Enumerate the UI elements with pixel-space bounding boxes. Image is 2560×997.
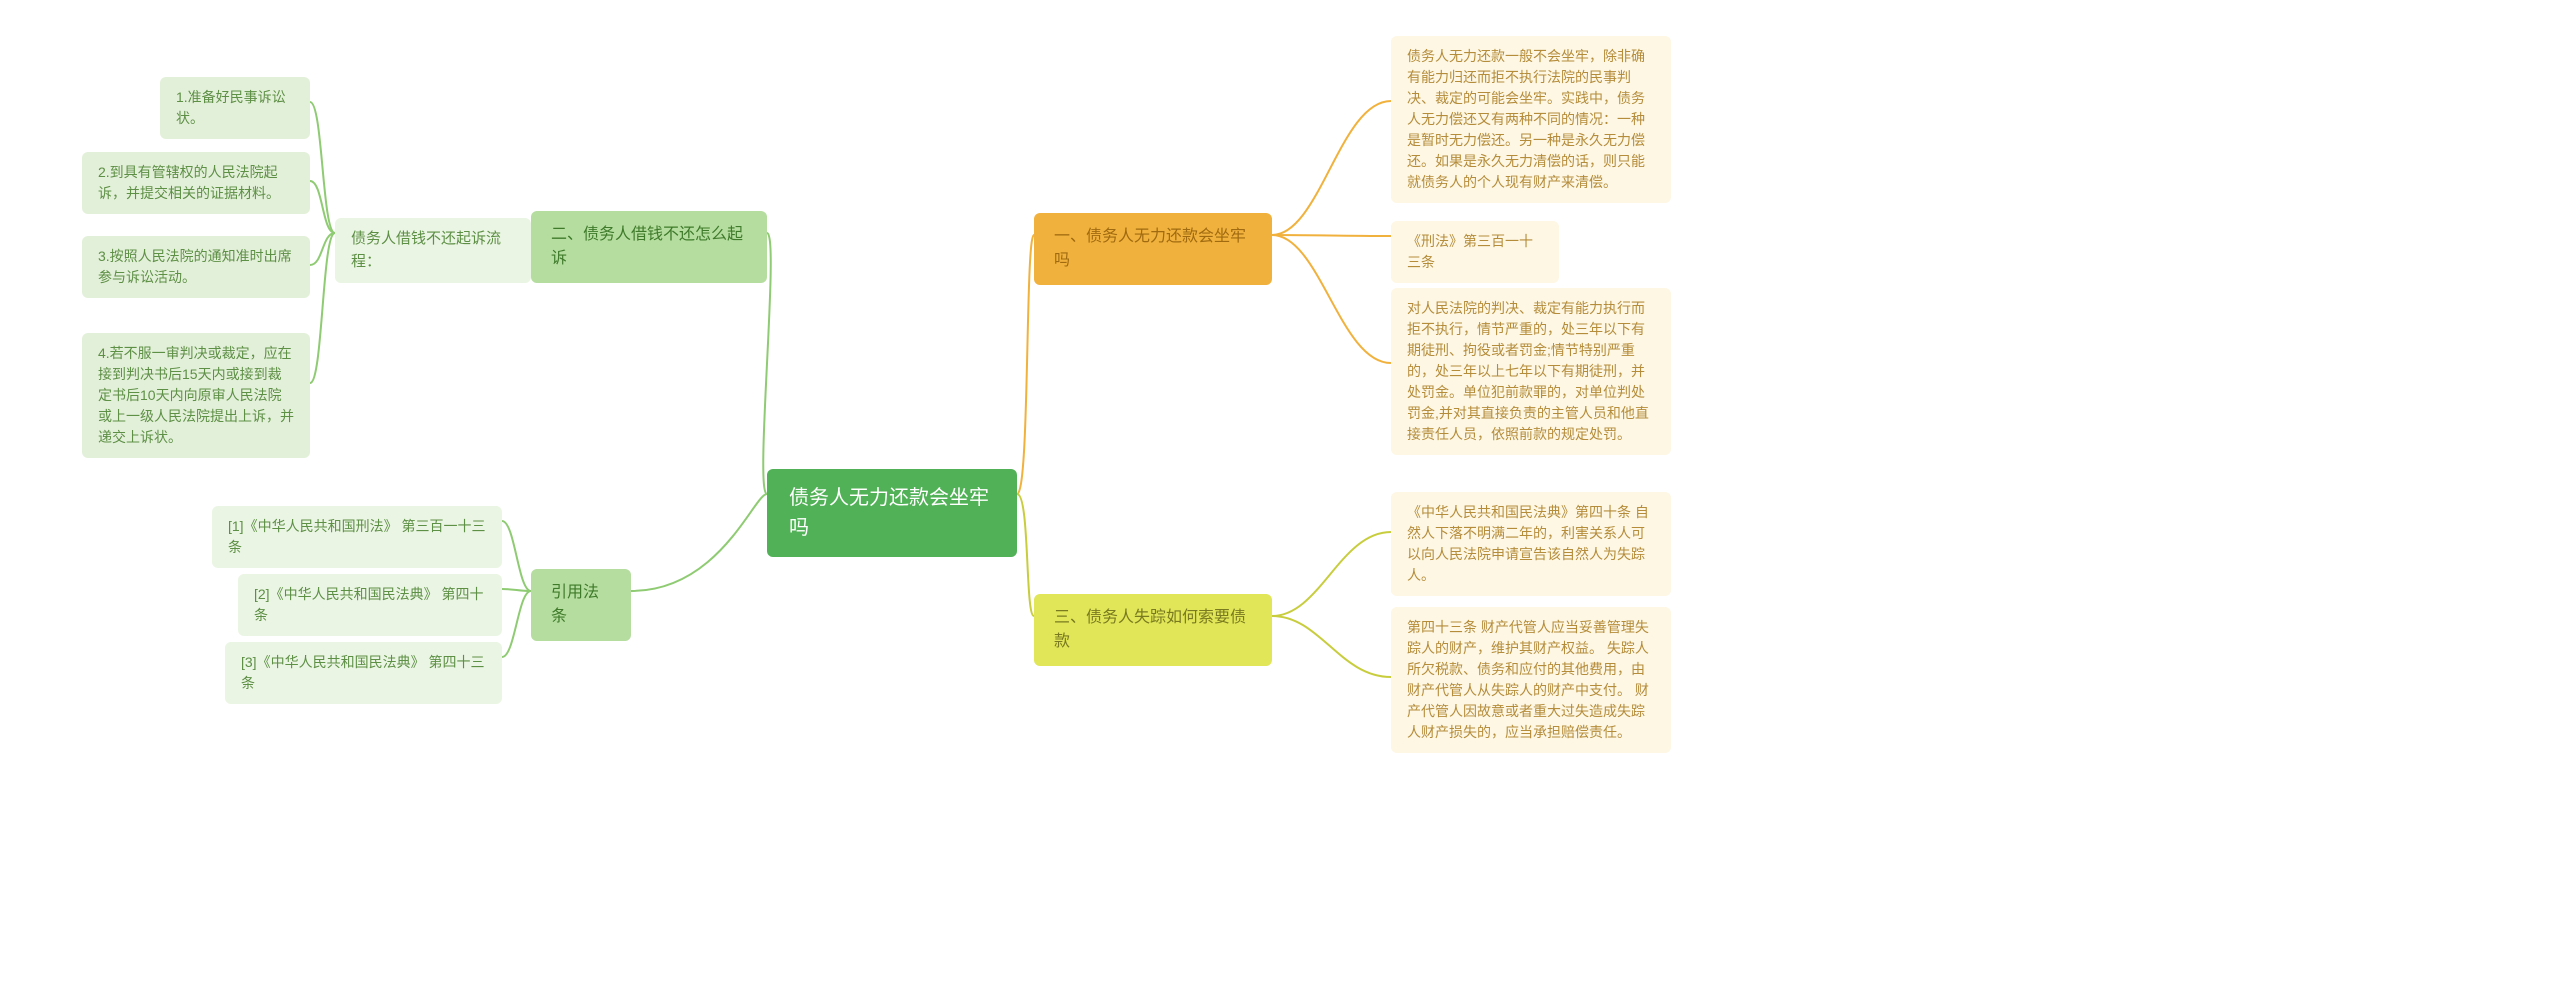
branch-2-leaf-1: 2.到具有管辖权的人民法院起诉，并提交相关的证据材料。 [82,152,310,214]
branch-4-leaf-2: [3]《中华人民共和国民法典》 第四十三条 [225,642,502,704]
root-node[interactable]: 债务人无力还款会坐牢吗 [767,469,1017,557]
branch-3-leaf-1: 第四十三条 财产代管人应当妥善管理失踪人的财产，维护其财产权益。 失踪人所欠税款… [1391,607,1671,753]
branch-1-leaf-1: 《刑法》第三百一十三条 [1391,221,1559,283]
branch-3[interactable]: 三、债务人失踪如何索要债款 [1034,594,1272,666]
branch-2-leaf-3: 4.若不服一审判决或裁定，应在接到判决书后15天内或接到裁定书后10天内向原审人… [82,333,310,458]
branch-2-mid: 债务人借钱不还起诉流程： [335,218,531,283]
branch-4-leaf-0: [1]《中华人民共和国刑法》 第三百一十三条 [212,506,502,568]
branch-1-leaf-0: 债务人无力还款一般不会坐牢，除非确有能力归还而拒不执行法院的民事判决、裁定的可能… [1391,36,1671,203]
branch-2[interactable]: 二、债务人借钱不还怎么起诉 [531,211,767,283]
branch-2-leaf-0: 1.准备好民事诉讼状。 [160,77,310,139]
branch-4[interactable]: 引用法条 [531,569,631,641]
branch-4-leaf-1: [2]《中华人民共和国民法典》 第四十条 [238,574,502,636]
branch-1[interactable]: 一、债务人无力还款会坐牢吗 [1034,213,1272,285]
connectors [0,0,2560,997]
branch-1-leaf-2: 对人民法院的判决、裁定有能力执行而拒不执行，情节严重的，处三年以下有期徒刑、拘役… [1391,288,1671,455]
branch-3-leaf-0: 《中华人民共和国民法典》第四十条 自然人下落不明满二年的，利害关系人可以向人民法… [1391,492,1671,596]
branch-2-leaf-2: 3.按照人民法院的通知准时出席参与诉讼活动。 [82,236,310,298]
